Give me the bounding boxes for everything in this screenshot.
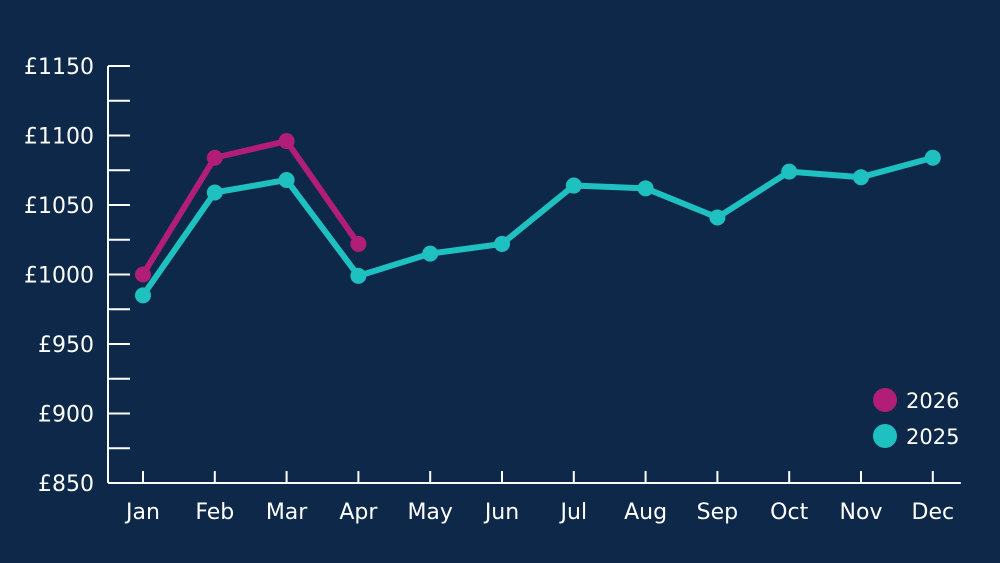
x-tick-label: Oct [770, 500, 808, 525]
data-point-2026 [206, 149, 223, 166]
data-point-2025 [565, 177, 582, 194]
y-tick-label: £1150 [24, 55, 94, 80]
legend-item-2026: 2026 [873, 388, 959, 413]
legend-label: 2026 [906, 389, 959, 413]
x-tick-label: Apr [339, 500, 378, 525]
data-point-2025 [637, 180, 654, 197]
data-point-2025 [206, 184, 223, 201]
legend-marker [873, 388, 897, 412]
data-point-2025 [278, 171, 295, 188]
data-point-2026 [135, 266, 151, 283]
data-point-2025 [494, 235, 510, 252]
x-tick-label: Jun [483, 500, 519, 525]
y-tick-label: £1000 [24, 264, 94, 289]
x-tick-label: Jan [124, 500, 160, 525]
data-point-2025 [853, 169, 869, 186]
legend-label: 2025 [906, 425, 959, 449]
x-tick-label: Aug [624, 500, 667, 525]
series-line-2025 [140, 154, 936, 299]
x-tick-label: May [407, 500, 452, 525]
data-point-2025 [350, 267, 367, 284]
series-2025 [135, 149, 941, 304]
y-tick-label: £900 [38, 403, 94, 428]
data-point-2025 [422, 245, 439, 262]
legend-item-2025: 2025 [873, 424, 959, 449]
x-tick-label: Sep [697, 500, 738, 525]
legend-marker [873, 424, 897, 448]
y-tick-label: £850 [38, 472, 94, 497]
series-line-2026 [140, 138, 362, 278]
data-point-2025 [924, 149, 941, 166]
x-tick-label: Feb [195, 500, 234, 525]
x-tick-label: Mar [266, 500, 308, 525]
series-layer [135, 133, 941, 304]
data-point-2026 [350, 235, 367, 252]
data-point-2026 [278, 133, 295, 150]
y-tick-label: £1050 [24, 194, 94, 219]
x-tick-label: Jul [559, 500, 588, 525]
data-point-2025 [781, 163, 798, 180]
legend: 2026 2025 [873, 388, 959, 449]
data-point-2025 [135, 287, 151, 304]
axes: £850 £900 £950 £1000 £1050 £1100 £1150 Jan Feb Ma… [24, 55, 961, 525]
y-tick-label: £1100 [24, 125, 94, 150]
y-tick-label: £950 [38, 333, 94, 358]
x-tick-label: Dec [912, 500, 955, 525]
series-2026 [135, 133, 367, 283]
x-tick-label: Nov [840, 500, 883, 525]
data-point-2025 [709, 209, 726, 226]
